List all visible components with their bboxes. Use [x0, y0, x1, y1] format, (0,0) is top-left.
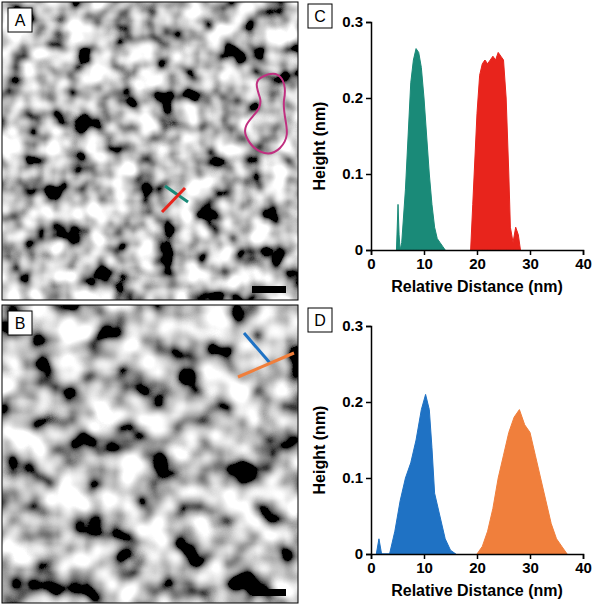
tick-label: 0: [367, 255, 375, 272]
tick: 10: [416, 250, 433, 272]
tick-label: 30: [522, 255, 539, 272]
tick-label: 30: [522, 559, 539, 576]
tick-mark: [366, 402, 371, 404]
figure: A B 0 10 20 30 40 0 0.1 0.2 0.3 Relative Distance (…: [0, 0, 605, 606]
tick: 0.1: [342, 165, 371, 182]
tick: 0.3: [342, 13, 371, 30]
profile-line: [244, 333, 270, 363]
panel-letter: D: [314, 312, 326, 329]
tick-label: 0.3: [342, 13, 363, 30]
plot-area: [376, 394, 567, 554]
plot-area: [396, 49, 520, 250]
tick-mark: [366, 554, 371, 556]
y-axis-title: Height (nm): [311, 102, 328, 191]
profile-area: [471, 52, 521, 250]
x-axis-title: Relative Distance (nm): [391, 582, 563, 599]
tick-label: 10: [416, 255, 433, 272]
tick-label: 10: [416, 559, 433, 576]
tick-label: 0.1: [342, 469, 363, 486]
tick: 30: [522, 250, 539, 272]
profile-line: [162, 188, 185, 212]
tick-mark: [366, 22, 371, 24]
tick: 20: [469, 554, 486, 576]
x-axis-title: Relative Distance (nm): [391, 278, 563, 295]
panel-letter: B: [15, 315, 26, 332]
x-axis: 0 10 20 30 40: [367, 554, 592, 576]
tick: 20: [469, 250, 486, 272]
tick-mark: [366, 478, 371, 480]
profile-line: [238, 353, 294, 377]
tick-label: 0.1: [342, 165, 363, 182]
tick-label: 0: [355, 545, 363, 562]
profile-area: [376, 394, 456, 554]
tick-label: 0.2: [342, 89, 363, 106]
image-panel: A: [2, 2, 298, 300]
tick: 10: [416, 554, 433, 576]
profile-area: [396, 49, 445, 250]
scale-bar: [252, 286, 286, 293]
tick-label: 0.2: [342, 393, 363, 410]
tick: 0: [367, 554, 375, 576]
chart-panel: 0 10 20 30 40 0 0.1 0.2 0.3 Relative Distance (nm…: [308, 4, 592, 295]
tick-label: 40: [575, 559, 592, 576]
tick-label: 20: [469, 255, 486, 272]
tick: 30: [522, 554, 539, 576]
tick: 0: [367, 250, 375, 272]
tick: 0: [355, 545, 371, 562]
tick-label: 0.3: [342, 317, 363, 334]
panel-letter-box: [8, 311, 32, 335]
panel-letter: A: [15, 12, 26, 29]
outline: [245, 74, 287, 153]
panel-letter-box: [8, 8, 32, 32]
scale-bar: [252, 589, 286, 596]
tick-label: 20: [469, 559, 486, 576]
tick-mark: [366, 174, 371, 176]
tick: 0.3: [342, 317, 371, 334]
panel-letter-box: [308, 308, 332, 332]
afm-image: [2, 305, 298, 603]
x-axis: 0 10 20 30 40: [367, 250, 592, 272]
tick: 0.1: [342, 469, 371, 486]
y-axis: 0 0.1 0.2 0.3: [342, 13, 371, 258]
tick: 40: [575, 250, 592, 272]
tick-label: 0: [367, 559, 375, 576]
tick-mark: [366, 250, 371, 252]
y-axis: 0 0.1 0.2 0.3: [342, 317, 371, 562]
tick: 40: [575, 554, 592, 576]
y-axis-title: Height (nm): [311, 406, 328, 495]
image-border: [2, 2, 298, 300]
tick-mark: [366, 98, 371, 100]
chart-panel: 0 10 20 30 40 0 0.1 0.2 0.3 Relative Distance (nm…: [308, 308, 592, 599]
tick: 0: [355, 241, 371, 258]
tick: 0.2: [342, 89, 371, 106]
axis-line: [366, 327, 372, 555]
tick-label: 0: [355, 241, 363, 258]
axis-line: [366, 23, 372, 251]
image-border: [2, 305, 298, 603]
image-panel: B: [2, 305, 298, 603]
panel-letter: C: [314, 8, 326, 25]
tick-label: 40: [575, 255, 592, 272]
tick: 0.2: [342, 393, 371, 410]
afm-image: [2, 2, 298, 300]
tick-mark: [366, 326, 371, 328]
profile-area: [477, 410, 567, 554]
panel-letter-box: [308, 4, 332, 28]
